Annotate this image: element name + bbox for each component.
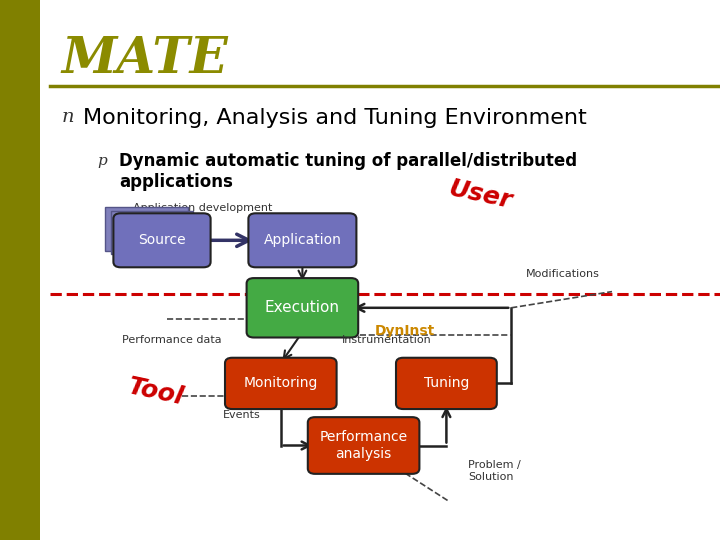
- FancyBboxPatch shape: [308, 417, 419, 474]
- Text: Execution: Execution: [265, 300, 340, 315]
- Text: Tool: Tool: [126, 375, 186, 410]
- Text: MATE: MATE: [61, 35, 228, 84]
- Text: Source: Source: [138, 233, 186, 247]
- FancyBboxPatch shape: [225, 357, 337, 409]
- Bar: [0, 0, 40, 540]
- FancyBboxPatch shape: [111, 211, 193, 254]
- FancyBboxPatch shape: [248, 213, 356, 267]
- Text: Performance
analysis: Performance analysis: [320, 430, 408, 461]
- Text: n: n: [61, 108, 73, 126]
- Text: DynInst: DynInst: [374, 324, 435, 338]
- Text: Tuning: Tuning: [423, 376, 469, 390]
- FancyBboxPatch shape: [114, 213, 210, 267]
- Text: Instrumentation: Instrumentation: [342, 335, 432, 345]
- Text: Monitoring, Analysis and Tuning Environment: Monitoring, Analysis and Tuning Environm…: [83, 108, 587, 128]
- Text: Performance data: Performance data: [122, 335, 222, 345]
- Text: User: User: [446, 176, 515, 213]
- FancyBboxPatch shape: [106, 207, 189, 251]
- FancyBboxPatch shape: [396, 357, 497, 409]
- Text: Monitoring: Monitoring: [243, 376, 318, 390]
- Text: Application development: Application development: [133, 202, 273, 213]
- Text: Events: Events: [223, 410, 261, 420]
- FancyBboxPatch shape: [246, 278, 358, 338]
- FancyBboxPatch shape: [115, 215, 199, 258]
- Text: Problem /
Solution: Problem / Solution: [468, 460, 521, 482]
- Text: Dynamic automatic tuning of parallel/distributed
applications: Dynamic automatic tuning of parallel/dis…: [119, 152, 577, 191]
- Text: p: p: [97, 154, 107, 168]
- Text: Application: Application: [264, 233, 341, 247]
- Text: Modifications: Modifications: [526, 269, 600, 279]
